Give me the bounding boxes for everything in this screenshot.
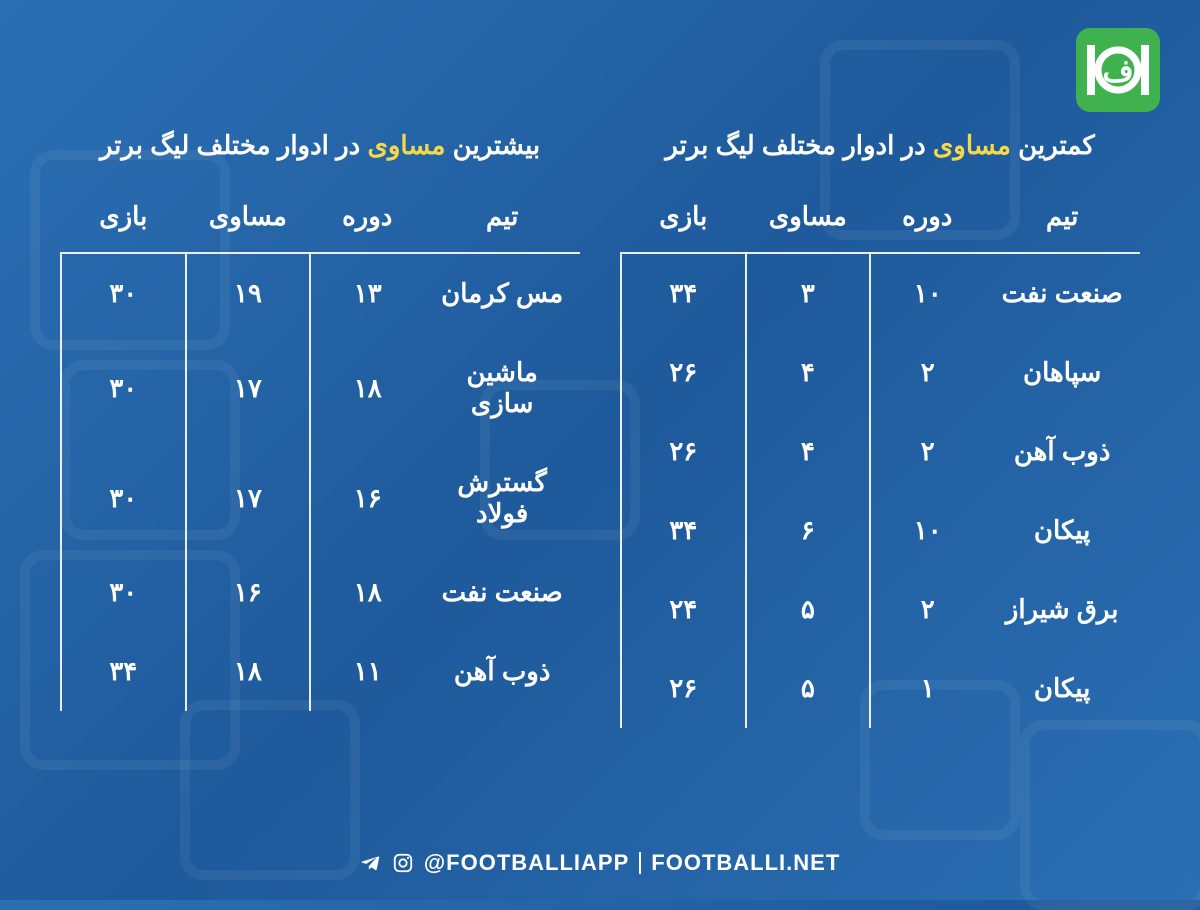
cell-team: پیکان — [984, 491, 1140, 570]
table-header-row: تیم دوره مساوی بازی — [61, 189, 580, 253]
cell-team: ماشین سازی — [424, 333, 580, 443]
fewest-draws-table-block: کمترین مساوی در ادوار مختلف لیگ برتر تیم… — [620, 130, 1140, 728]
cell-draws: ۱۹ — [186, 253, 311, 333]
cell-period: ۲ — [870, 412, 984, 491]
table-row: پیکان۱۰۶۳۴ — [621, 491, 1140, 570]
cell-team: گسترش فولاد — [424, 443, 580, 553]
cell-games: ۳۰ — [61, 553, 186, 632]
cell-draws: ۱۶ — [186, 553, 311, 632]
cell-team: سپاهان — [984, 333, 1140, 412]
title-post: در ادوار مختلف لیگ برتر — [100, 130, 368, 160]
cell-games: ۲۴ — [621, 570, 746, 649]
title-highlight: مساوی — [367, 130, 445, 160]
table-row: صنعت نفت۱۰۳۳۴ — [621, 253, 1140, 333]
cell-games: ۳۰ — [61, 333, 186, 443]
cell-games: ۳۴ — [621, 253, 746, 333]
cell-period: ۱۰ — [870, 491, 984, 570]
table-row: ماشین سازی۱۸۱۷۳۰ — [61, 333, 580, 443]
svg-text:ف: ف — [1102, 55, 1133, 88]
cell-team: برق شیراز — [984, 570, 1140, 649]
cell-team: پیکان — [984, 649, 1140, 728]
table-row: سپاهان۲۴۲۶ — [621, 333, 1140, 412]
table-row: مس کرمان۱۳۱۹۳۰ — [61, 253, 580, 333]
cell-team: صنعت نفت — [424, 553, 580, 632]
fewest-draws-title: کمترین مساوی در ادوار مختلف لیگ برتر — [620, 130, 1140, 161]
cell-games: ۳۴ — [61, 632, 186, 711]
table-row: ذوب آهن۱۱۱۸۳۴ — [61, 632, 580, 711]
cell-team: مس کرمان — [424, 253, 580, 333]
cell-team: ذوب آهن — [424, 632, 580, 711]
cell-period: ۲ — [870, 333, 984, 412]
cell-period: ۱۶ — [310, 443, 424, 553]
cell-draws: ۶ — [746, 491, 871, 570]
cell-games: ۳۴ — [621, 491, 746, 570]
most-draws-title: بیشترین مساوی در ادوار مختلف لیگ برتر — [60, 130, 580, 161]
cell-draws: ۴ — [746, 412, 871, 491]
table-row: صنعت نفت۱۸۱۶۳۰ — [61, 553, 580, 632]
footer-handle: @FOOTBALLIAPP — [424, 850, 630, 876]
col-games: بازی — [61, 189, 186, 253]
cell-draws: ۳ — [746, 253, 871, 333]
cell-team: ذوب آهن — [984, 412, 1140, 491]
telegram-icon — [360, 852, 382, 874]
cell-draws: ۱۷ — [186, 333, 311, 443]
title-pre: کمترین — [1011, 130, 1095, 160]
cell-period: ۲ — [870, 570, 984, 649]
col-team: تیم — [424, 189, 580, 253]
fewest-draws-table: تیم دوره مساوی بازی صنعت نفت۱۰۳۳۴سپاهان۲… — [620, 189, 1140, 728]
footballi-logo-icon: ف — [1083, 35, 1153, 105]
cell-period: ۱۸ — [310, 553, 424, 632]
cell-games: ۲۶ — [621, 333, 746, 412]
footer-site: FOOTBALLI.NET — [651, 850, 840, 876]
tables-container: کمترین مساوی در ادوار مختلف لیگ برتر تیم… — [0, 130, 1200, 728]
footballi-logo: ف — [1076, 28, 1160, 112]
table-row: گسترش فولاد۱۶۱۷۳۰ — [61, 443, 580, 553]
col-games: بازی — [621, 189, 746, 253]
col-draws: مساوی — [746, 189, 871, 253]
cell-period: ۱۳ — [310, 253, 424, 333]
table-row: پیکان۱۵۲۶ — [621, 649, 1140, 728]
cell-draws: ۵ — [746, 649, 871, 728]
col-team: تیم — [984, 189, 1140, 253]
cell-games: ۳۰ — [61, 253, 186, 333]
cell-draws: ۱۷ — [186, 443, 311, 553]
cell-draws: ۴ — [746, 333, 871, 412]
title-pre: بیشترین — [445, 130, 540, 160]
col-draws: مساوی — [186, 189, 311, 253]
cell-games: ۲۶ — [621, 412, 746, 491]
table-header-row: تیم دوره مساوی بازی — [621, 189, 1140, 253]
title-highlight: مساوی — [933, 130, 1011, 160]
cell-period: ۱۸ — [310, 333, 424, 443]
table-row: ذوب آهن۲۴۲۶ — [621, 412, 1140, 491]
cell-games: ۲۶ — [621, 649, 746, 728]
cell-draws: ۵ — [746, 570, 871, 649]
title-post: در ادوار مختلف لیگ برتر — [665, 130, 933, 160]
cell-team: صنعت نفت — [984, 253, 1140, 333]
most-draws-table: تیم دوره مساوی بازی مس کرمان۱۳۱۹۳۰ماشین … — [60, 189, 580, 711]
col-period: دوره — [310, 189, 424, 253]
col-period: دوره — [870, 189, 984, 253]
cell-period: ۱۱ — [310, 632, 424, 711]
cell-period: ۱ — [870, 649, 984, 728]
bg-decoration — [1020, 720, 1200, 910]
instagram-icon — [392, 852, 414, 874]
cell-draws: ۱۸ — [186, 632, 311, 711]
footer-separator — [639, 852, 641, 874]
most-draws-table-block: بیشترین مساوی در ادوار مختلف لیگ برتر تی… — [60, 130, 580, 728]
cell-games: ۳۰ — [61, 443, 186, 553]
table-row: برق شیراز۲۵۲۴ — [621, 570, 1140, 649]
footer: @FOOTBALLIAPP FOOTBALLI.NET — [0, 850, 1200, 876]
cell-period: ۱۰ — [870, 253, 984, 333]
